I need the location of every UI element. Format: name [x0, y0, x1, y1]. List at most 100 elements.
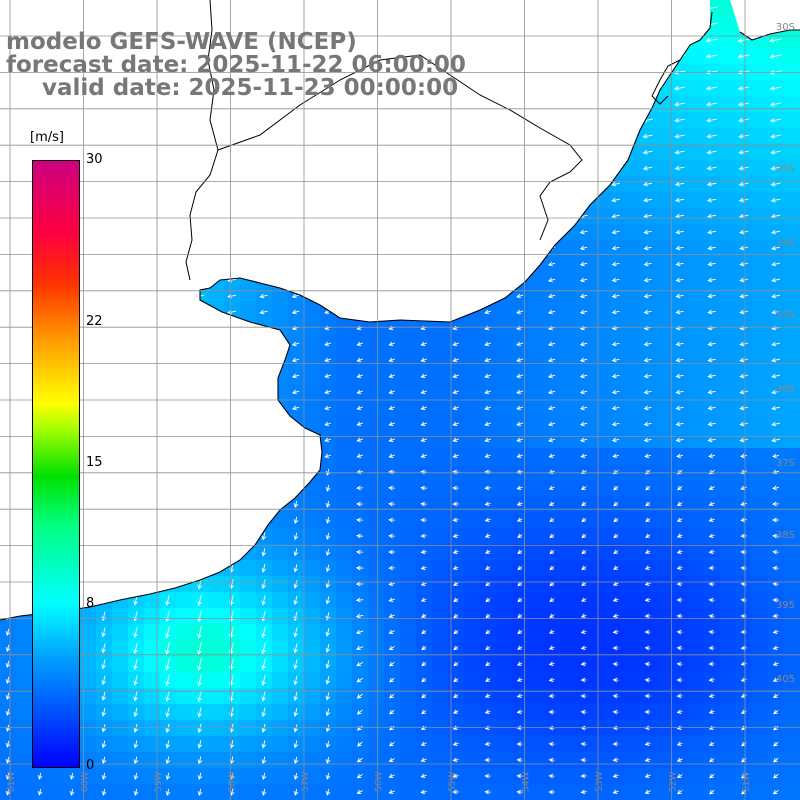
wind-arrow	[771, 261, 780, 267]
lat-label: 345	[776, 238, 795, 249]
wind-arrow	[420, 533, 427, 539]
wind-arrow	[707, 357, 716, 363]
wind-arrow	[772, 629, 779, 635]
field-cell	[144, 656, 160, 672]
field-cell	[656, 608, 672, 624]
wind-arrow	[293, 595, 298, 606]
wind-arrow	[643, 245, 652, 251]
wind-arrow	[706, 181, 717, 187]
field-cell	[784, 240, 800, 256]
wind-arrow	[484, 773, 491, 779]
wind-arrow	[388, 741, 395, 747]
wind-arrow	[580, 597, 587, 602]
wind-arrow	[291, 389, 300, 395]
wind-arrow	[484, 533, 491, 538]
field-cell	[336, 736, 352, 752]
field-cell	[560, 480, 576, 496]
wind-arrow	[770, 197, 781, 203]
wind-arrow	[453, 677, 459, 683]
field-cell	[688, 784, 704, 800]
colorbar-tick-label: 30	[86, 152, 103, 167]
field-cell	[592, 416, 608, 432]
wind-arrow	[677, 485, 683, 491]
field-cell	[304, 736, 320, 752]
wind-arrow	[356, 389, 363, 395]
field-cell	[752, 576, 768, 592]
field-cell	[208, 704, 224, 720]
field-cell	[560, 752, 576, 768]
wind-arrow	[611, 229, 620, 235]
field-cell	[464, 784, 480, 800]
field-cell	[464, 592, 480, 608]
field-cell	[400, 384, 416, 400]
wind-arrow	[484, 485, 491, 491]
wind-arrow	[420, 741, 427, 746]
wind-arrow	[675, 437, 684, 443]
field-cell	[720, 96, 736, 112]
field-cell	[784, 768, 800, 784]
field-cell	[368, 432, 384, 448]
wind-arrow	[101, 756, 107, 765]
field-cell	[592, 432, 608, 448]
field-cell	[688, 384, 704, 400]
wind-arrow	[197, 788, 203, 797]
field-cell	[368, 496, 384, 512]
wind-arrow	[420, 773, 427, 779]
field-cell	[656, 272, 672, 288]
field-cell	[688, 144, 704, 160]
wind-arrow	[325, 740, 331, 749]
field-cell	[336, 368, 352, 384]
field-cell	[304, 544, 320, 560]
wind-arrow	[739, 293, 748, 299]
wind-arrow	[485, 677, 491, 682]
field-cell	[368, 592, 384, 608]
field-cell	[656, 768, 672, 784]
wind-arrow	[293, 579, 299, 589]
wind-arrow	[325, 772, 331, 780]
field-cell	[176, 656, 192, 672]
field-cell	[720, 32, 736, 48]
field-cell	[496, 768, 512, 784]
field-cell	[336, 784, 352, 800]
wind-arrow	[644, 693, 651, 699]
field-cell	[272, 608, 288, 624]
wind-arrow	[740, 533, 747, 539]
field-cell	[496, 688, 512, 704]
wind-arrow	[741, 725, 747, 731]
wind-arrow	[291, 309, 300, 315]
field-cell	[400, 432, 416, 448]
field-cell	[528, 352, 544, 368]
field-cell	[624, 688, 640, 704]
wind-arrow	[484, 421, 492, 427]
wind-arrow	[739, 389, 748, 395]
field-cell	[368, 336, 384, 352]
field-cell	[688, 560, 704, 576]
field-cell	[336, 320, 352, 336]
wind-arrow	[612, 773, 619, 779]
field-cell	[304, 528, 320, 544]
wind-arrow	[772, 485, 780, 491]
wind-arrow	[611, 293, 620, 299]
field-cell	[464, 688, 480, 704]
field-cell	[624, 448, 640, 464]
wind-arrow	[737, 54, 750, 59]
field-cell	[624, 256, 640, 272]
field-cell	[304, 720, 320, 736]
wind-arrow	[739, 261, 748, 267]
wind-arrow	[293, 675, 298, 686]
field-cell	[240, 592, 256, 608]
field-cell	[80, 624, 96, 640]
field-cell	[208, 624, 224, 640]
field-cell	[592, 224, 608, 240]
field-cell	[368, 752, 384, 768]
wind-arrow	[355, 581, 364, 587]
field-cell	[336, 496, 352, 512]
wind-arrow	[165, 772, 171, 781]
field-cell	[624, 704, 640, 720]
wind-arrow	[69, 772, 75, 780]
wind-arrow	[356, 501, 363, 507]
field-cell	[560, 544, 576, 560]
field-cell	[688, 544, 704, 560]
field-cell	[752, 352, 768, 368]
